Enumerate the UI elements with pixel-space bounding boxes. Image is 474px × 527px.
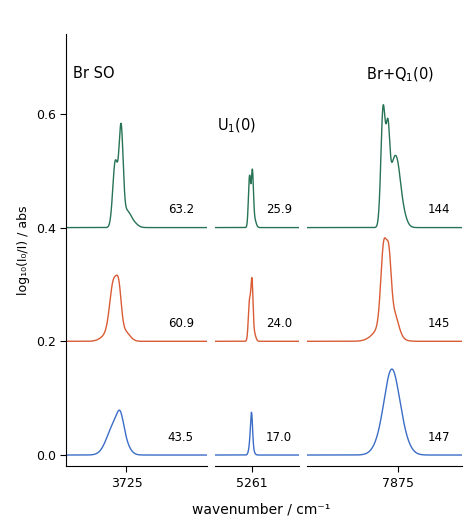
Text: U$_1$(0): U$_1$(0) xyxy=(217,116,256,135)
Text: 63.2: 63.2 xyxy=(168,203,194,216)
Text: Br+Q$_1$(0): Br+Q$_1$(0) xyxy=(366,65,434,84)
Text: wavenumber / cm⁻¹: wavenumber / cm⁻¹ xyxy=(191,502,330,516)
Text: 144: 144 xyxy=(428,203,451,216)
Text: 24.0: 24.0 xyxy=(265,317,292,330)
Text: 147: 147 xyxy=(428,431,451,444)
Text: 43.5: 43.5 xyxy=(168,431,194,444)
Y-axis label: log₁₀(I₀/I) / abs: log₁₀(I₀/I) / abs xyxy=(18,206,30,295)
Text: 60.9: 60.9 xyxy=(168,317,194,330)
Text: 17.0: 17.0 xyxy=(265,431,292,444)
Text: 25.9: 25.9 xyxy=(265,203,292,216)
Text: Br SO: Br SO xyxy=(73,65,115,81)
Text: 145: 145 xyxy=(428,317,450,330)
